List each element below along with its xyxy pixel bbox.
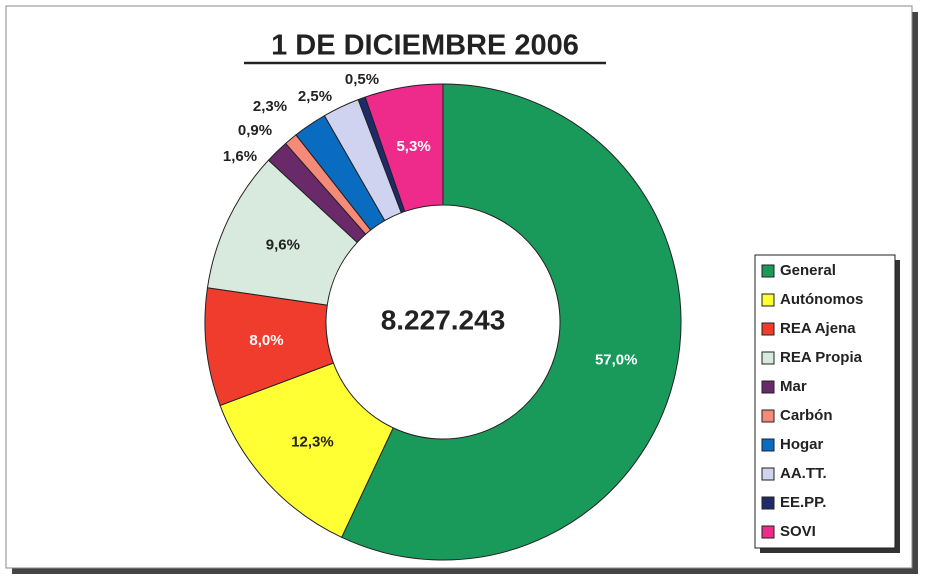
legend-label: AA.TT. bbox=[780, 465, 827, 482]
value-label: 5,3% bbox=[396, 138, 430, 155]
legend-items: General Autónomos REA Ajena REA Propia Mar Ca… bbox=[761, 262, 863, 540]
value-label: 2,5% bbox=[298, 88, 332, 105]
value-label: 1,6% bbox=[223, 148, 257, 165]
donut bbox=[204, 83, 682, 561]
legend-swatch bbox=[761, 264, 775, 278]
legend-label: REA Ajena bbox=[780, 320, 856, 337]
legend-swatch bbox=[761, 380, 775, 394]
legend-label: SOVI bbox=[780, 523, 816, 540]
legend-label: EE.PP. bbox=[780, 494, 826, 511]
legend-label: REA Propia bbox=[780, 349, 863, 366]
legend-swatch bbox=[761, 322, 775, 336]
value-label: 2,3% bbox=[253, 98, 287, 115]
legend-label: Hogar bbox=[780, 436, 824, 453]
legend-label: Autónomos bbox=[780, 291, 863, 308]
legend-label: General bbox=[780, 262, 836, 279]
value-label: 0,5% bbox=[345, 71, 379, 88]
legend-swatch bbox=[761, 438, 775, 452]
legend-swatch bbox=[761, 496, 775, 510]
value-label: 9,6% bbox=[266, 236, 300, 253]
legend-swatch bbox=[761, 409, 775, 423]
value-label: 0,9% bbox=[238, 122, 272, 139]
value-label: 8,0% bbox=[249, 332, 283, 349]
chart-title: 1 DE DICIEMBRE 2006 bbox=[271, 30, 579, 62]
legend-swatch bbox=[761, 351, 775, 365]
legend-label: Mar bbox=[780, 378, 807, 395]
center-label: 8.227.243 bbox=[381, 304, 506, 335]
legend-swatch bbox=[761, 467, 775, 481]
legend-swatch bbox=[761, 293, 775, 307]
legend-swatch bbox=[761, 525, 775, 539]
donut-slice bbox=[364, 83, 444, 213]
value-label: 57,0% bbox=[595, 352, 638, 369]
legend bbox=[754, 254, 896, 549]
legend-label: Carbón bbox=[780, 407, 833, 424]
donut-slice bbox=[340, 83, 682, 561]
value-label: 12,3% bbox=[291, 433, 334, 450]
